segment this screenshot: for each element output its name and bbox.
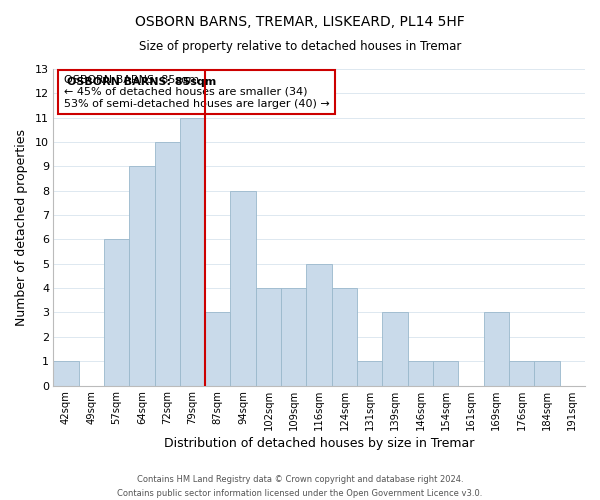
Text: OSBORN BARNS: 85sqm: OSBORN BARNS: 85sqm (67, 77, 216, 87)
Bar (535, 361, 560, 386)
Text: Contains HM Land Registry data © Crown copyright and database right 2024.
Contai: Contains HM Land Registry data © Crown c… (118, 476, 482, 498)
Y-axis label: Number of detached properties: Number of detached properties (15, 129, 28, 326)
Text: OSBORN BARNS: 85sqm
← 45% of detached houses are smaller (34)
53% of semi-detach: OSBORN BARNS: 85sqm ← 45% of detached ho… (64, 76, 329, 108)
Bar (53, 361, 79, 386)
Bar (382, 312, 408, 386)
Bar (230, 190, 256, 386)
Bar (104, 240, 129, 386)
Text: Size of property relative to detached houses in Tremar: Size of property relative to detached ho… (139, 40, 461, 53)
Bar (357, 361, 382, 386)
Bar (408, 361, 433, 386)
Bar (509, 361, 535, 386)
Bar (129, 166, 155, 386)
Bar (433, 361, 458, 386)
Text: OSBORN BARNS, TREMAR, LISKEARD, PL14 5HF: OSBORN BARNS, TREMAR, LISKEARD, PL14 5HF (135, 15, 465, 29)
Bar (281, 288, 307, 386)
Bar (307, 264, 332, 386)
Bar (332, 288, 357, 386)
Bar (484, 312, 509, 386)
Bar (155, 142, 180, 386)
Bar (205, 312, 230, 386)
Bar (180, 118, 205, 386)
Bar (256, 288, 281, 386)
X-axis label: Distribution of detached houses by size in Tremar: Distribution of detached houses by size … (164, 437, 475, 450)
